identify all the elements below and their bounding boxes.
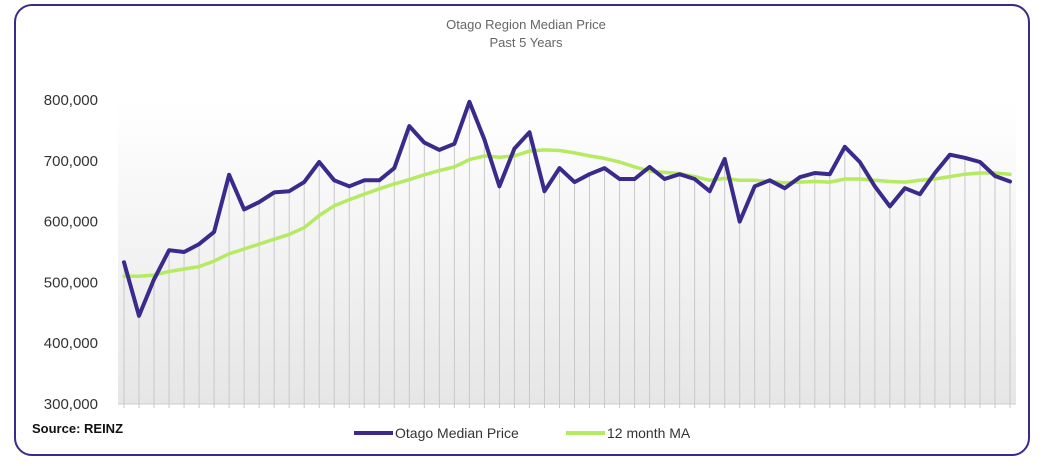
legend: Otago Median Price 12 month MA [354,425,691,441]
series-line-12-month-ma [122,148,1012,279]
y-tick-label: 400,000 [44,335,98,352]
series-line-median-price [122,99,1012,318]
y-tick-label: 300,000 [44,396,98,413]
y-tick-label: 800,000 [44,92,98,109]
chart-subtitle: Past 5 Years [490,35,563,50]
source-label: Source: REINZ [32,421,123,436]
y-tick-label: 700,000 [44,153,98,170]
y-axis-ticks: 300,000 400,000 500,000 600,000 700,000 800,0… [44,92,98,413]
plot-area [118,100,1016,404]
legend-label-ma: 12 month MA [607,425,691,441]
series-lines [122,99,1012,318]
chart-title: Otago Region Median Price [446,17,606,32]
vertical-gridlines [123,101,1011,408]
y-tick-label: 600,000 [44,214,98,231]
y-tick-label: 500,000 [44,274,98,291]
legend-label-median: Otago Median Price [395,425,519,441]
